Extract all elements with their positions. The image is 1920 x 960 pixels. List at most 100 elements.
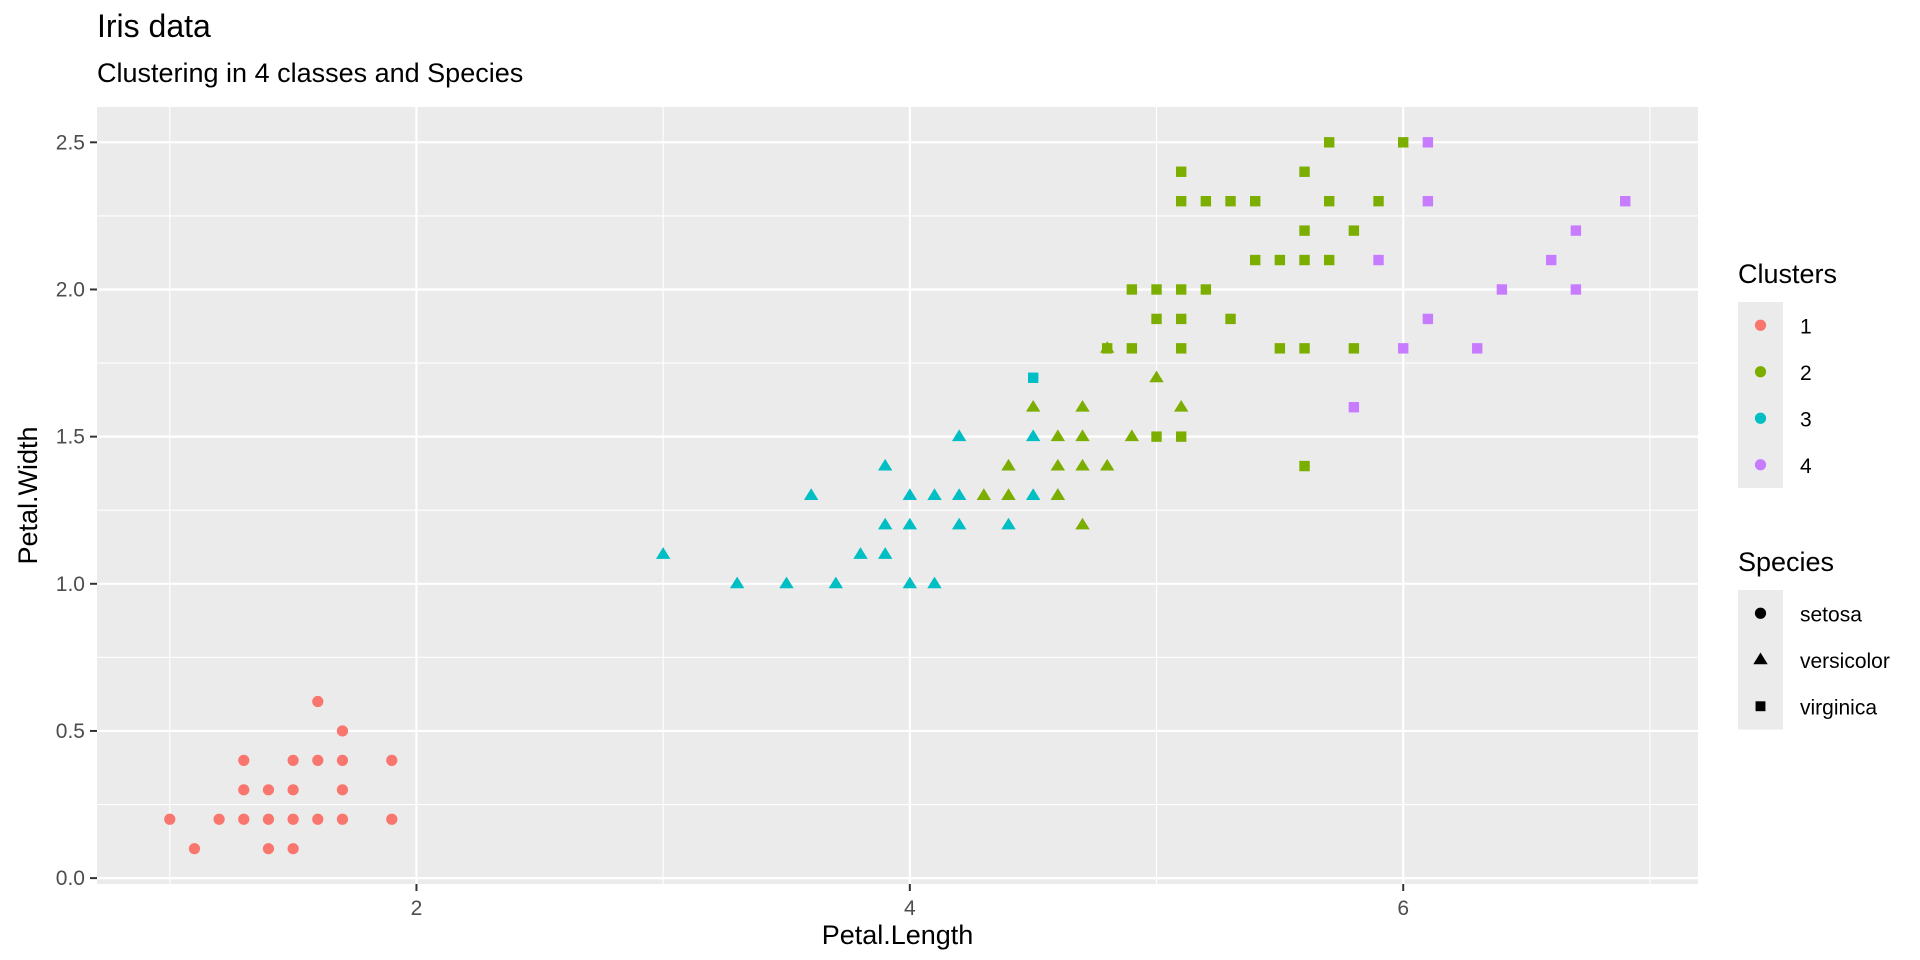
- data-point-cluster-2-virginica: [1225, 195, 1236, 207]
- data-point-cluster-3-versicolor: [655, 547, 671, 559]
- legend-label-virginica: virginica: [1800, 696, 1877, 719]
- data-point-cluster-2-virginica: [1348, 225, 1360, 236]
- data-point-cluster-3-versicolor: [902, 517, 918, 530]
- data-point-cluster-1-setosa: [386, 813, 398, 825]
- data-point-cluster-1-setosa: [262, 813, 275, 825]
- data-point-cluster-3-versicolor: [853, 547, 868, 559]
- data-point-cluster-3-versicolor: [951, 429, 967, 442]
- data-point-cluster-2-versicolor: [976, 488, 992, 500]
- legend-key-4: [1754, 459, 1767, 471]
- data-points: [164, 137, 1631, 855]
- legend-label-setosa: setosa: [1800, 603, 1862, 626]
- data-point-cluster-1-setosa: [336, 784, 349, 796]
- data-point-cluster-2-virginica: [1175, 166, 1187, 177]
- legend-title: Clusters: [1738, 259, 1837, 289]
- y-tick-label: 1.0: [56, 573, 85, 596]
- data-point-cluster-2-virginica: [1274, 254, 1286, 266]
- data-point-cluster-3-versicolor: [927, 488, 942, 500]
- data-point-cluster-2-versicolor: [1025, 400, 1041, 412]
- data-point-cluster-4-virginica: [1546, 254, 1557, 266]
- data-point-cluster-2-virginica: [1151, 313, 1162, 325]
- data-point-cluster-2-virginica: [1126, 343, 1138, 354]
- data-point-cluster-2-virginica: [1299, 460, 1310, 472]
- data-point-cluster-3-versicolor: [951, 517, 967, 530]
- data-point-cluster-4-virginica: [1496, 284, 1508, 295]
- legend-label-3: 3: [1800, 408, 1812, 431]
- data-point-cluster-1-setosa: [287, 784, 299, 796]
- data-point-cluster-3-versicolor: [927, 576, 942, 589]
- data-point-cluster-2-virginica: [1299, 254, 1310, 266]
- data-point-cluster-2-versicolor: [1075, 400, 1090, 412]
- legend-label-versicolor: versicolor: [1800, 650, 1890, 673]
- data-point-cluster-2-versicolor: [1050, 429, 1066, 442]
- data-point-cluster-2-virginica: [1225, 313, 1236, 325]
- data-point-cluster-3-versicolor: [877, 517, 893, 530]
- data-point-cluster-2-virginica: [1175, 284, 1187, 295]
- data-point-cluster-3-versicolor: [779, 576, 794, 589]
- legend-title: Species: [1738, 547, 1834, 577]
- data-point-cluster-1-setosa: [238, 784, 250, 796]
- data-point-cluster-1-setosa: [262, 784, 275, 796]
- data-point-cluster-2-versicolor: [1173, 400, 1189, 412]
- x-axis-title: Petal.Length: [822, 920, 974, 950]
- data-point-cluster-2-virginica: [1274, 343, 1286, 354]
- data-point-cluster-2-virginica: [1398, 137, 1409, 148]
- data-point-cluster-2-virginica: [1324, 137, 1335, 148]
- legend-key-setosa: [1754, 607, 1767, 619]
- data-point-cluster-4-virginica: [1398, 343, 1409, 354]
- data-point-cluster-1-setosa: [386, 754, 398, 766]
- data-point-cluster-2-versicolor: [1050, 458, 1066, 471]
- data-point-cluster-2-virginica: [1249, 195, 1261, 207]
- data-point-cluster-2-virginica: [1373, 195, 1384, 207]
- data-point-cluster-1-setosa: [188, 843, 201, 855]
- data-point-cluster-3-versicolor: [877, 547, 893, 559]
- x-tick-label: 2: [411, 897, 423, 920]
- data-point-cluster-4-virginica: [1620, 195, 1631, 207]
- data-point-cluster-2-versicolor: [1075, 458, 1090, 471]
- data-point-cluster-2-virginica: [1175, 313, 1187, 325]
- data-point-cluster-4-virginica: [1422, 313, 1434, 325]
- data-point-cluster-3-versicolor: [803, 488, 819, 500]
- data-point-cluster-2-virginica: [1324, 195, 1335, 207]
- data-point-cluster-2-versicolor: [1149, 370, 1164, 383]
- data-point-cluster-2-versicolor: [1075, 429, 1090, 442]
- plot-panel: [97, 107, 1698, 884]
- y-axis-title: Petal.Width: [13, 426, 43, 564]
- data-point-cluster-1-setosa: [238, 813, 250, 825]
- data-point-cluster-3-versicolor: [1001, 517, 1016, 530]
- data-point-cluster-3-versicolor: [902, 576, 918, 589]
- data-point-cluster-1-setosa: [238, 754, 250, 766]
- legend-key-2: [1754, 366, 1767, 378]
- data-point-cluster-4-virginica: [1348, 402, 1360, 413]
- data-point-cluster-1-setosa: [312, 813, 324, 825]
- data-point-cluster-3-versicolor: [877, 458, 893, 471]
- y-tick-label: 2.0: [56, 278, 85, 301]
- data-point-cluster-3-versicolor: [902, 488, 918, 500]
- data-point-cluster-2-virginica: [1151, 284, 1162, 295]
- data-point-cluster-2-versicolor: [1099, 458, 1115, 471]
- data-point-cluster-4-virginica: [1570, 284, 1582, 295]
- y-tick-label: 1.5: [56, 426, 85, 449]
- data-point-cluster-3-versicolor: [1025, 429, 1041, 442]
- data-point-cluster-1-setosa: [213, 813, 225, 825]
- data-point-cluster-2-virginica: [1200, 195, 1212, 207]
- data-point-cluster-1-setosa: [262, 843, 275, 855]
- data-point-cluster-2-virginica: [1324, 254, 1335, 266]
- data-point-cluster-1-setosa: [287, 843, 299, 855]
- data-point-cluster-2-versicolor: [1075, 517, 1090, 530]
- data-point-cluster-4-virginica: [1570, 225, 1582, 236]
- data-point-cluster-2-versicolor: [1050, 488, 1066, 500]
- data-point-cluster-2-versicolor: [1001, 488, 1016, 500]
- data-point-cluster-2-virginica: [1151, 431, 1162, 442]
- chart-title: Iris data: [97, 8, 211, 44]
- data-point-cluster-2-virginica: [1348, 343, 1360, 354]
- data-point-cluster-2-virginica: [1299, 166, 1310, 177]
- legend-label-2: 2: [1800, 362, 1812, 385]
- data-point-cluster-1-setosa: [312, 695, 324, 708]
- chart-subtitle: Clustering in 4 classes and Species: [97, 58, 524, 88]
- data-point-cluster-1-setosa: [287, 813, 299, 825]
- data-point-cluster-3-versicolor: [828, 576, 844, 589]
- data-point-cluster-4-virginica: [1422, 137, 1434, 148]
- data-point-cluster-4-virginica: [1373, 254, 1384, 266]
